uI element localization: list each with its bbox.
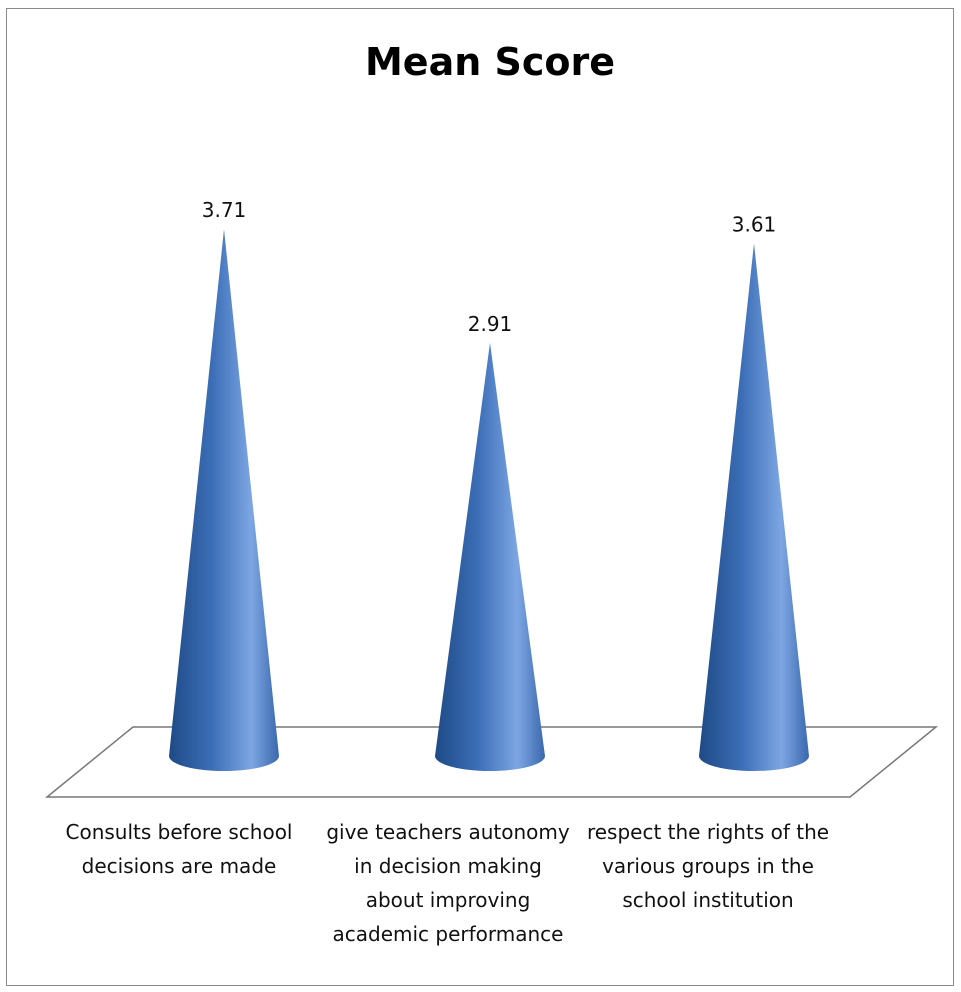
chart-title: Mean Score xyxy=(365,40,615,84)
cone-2: 2.91 xyxy=(435,312,545,771)
category-label-2: give teachers autonomy in decision makin… xyxy=(326,820,570,946)
cone-body-1 xyxy=(169,229,279,771)
data-label-1: 3.71 xyxy=(202,198,247,222)
data-label-2: 2.91 xyxy=(468,312,513,336)
data-label-3: 3.61 xyxy=(732,212,777,236)
cone-series: 3.71 2.91 3.61 xyxy=(169,198,809,771)
category-label-3: respect the rights of the various groups… xyxy=(586,820,830,912)
cone-1: 3.71 xyxy=(169,198,279,771)
category-label-1: Consults before school decisions are mad… xyxy=(65,820,293,878)
cone-body-3 xyxy=(699,243,809,771)
cone-3: 3.61 xyxy=(699,212,809,771)
cone-body-2 xyxy=(435,342,545,771)
